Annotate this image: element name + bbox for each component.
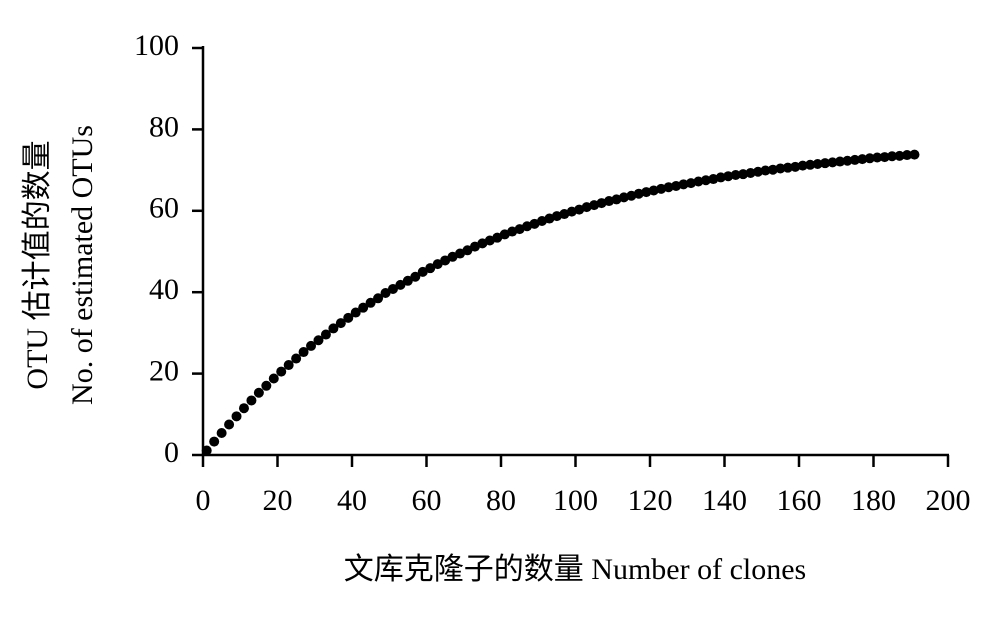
data-point — [753, 166, 764, 177]
x-tick-label: 100 — [553, 484, 598, 517]
x-tick-label: 120 — [628, 484, 673, 517]
data-point — [358, 302, 369, 313]
data-point — [872, 152, 883, 163]
data-point — [857, 154, 868, 165]
x-tick-label: 40 — [337, 484, 367, 517]
data-point — [313, 335, 324, 346]
data-point — [782, 162, 793, 173]
data-point — [797, 160, 808, 171]
data-point — [231, 411, 242, 422]
y-tick-label: 100 — [134, 29, 179, 62]
x-tick-label: 0 — [196, 484, 211, 517]
data-point — [238, 403, 249, 414]
data-point — [685, 178, 696, 189]
x-tick-label: 160 — [777, 484, 822, 517]
data-point — [864, 153, 875, 164]
data-point — [604, 196, 615, 207]
data-point — [224, 419, 235, 430]
data-point — [820, 158, 831, 169]
data-point — [849, 154, 860, 165]
y-tick-label: 60 — [149, 192, 179, 225]
y-tick-label: 0 — [164, 436, 179, 469]
data-point — [253, 387, 264, 398]
data-point — [656, 183, 667, 194]
x-axis-label: 文库克隆子的数量 Number of clones — [344, 553, 806, 586]
data-point — [730, 169, 741, 180]
data-point — [462, 245, 473, 256]
data-point — [276, 366, 287, 377]
x-tick-label: 140 — [702, 484, 747, 517]
data-point — [663, 182, 674, 193]
data-point — [902, 150, 913, 161]
data-point — [365, 297, 376, 308]
data-point — [827, 157, 838, 168]
data-point — [387, 283, 398, 294]
x-tick-label: 20 — [263, 484, 293, 517]
data-point — [887, 151, 898, 162]
data-point — [395, 279, 406, 290]
data-point — [335, 318, 346, 329]
data-point — [201, 445, 212, 456]
data-point — [834, 156, 845, 167]
data-point — [209, 436, 220, 447]
x-tick-label: 80 — [486, 484, 516, 517]
data-point — [760, 165, 771, 176]
data-point — [320, 329, 331, 340]
data-point — [723, 171, 734, 182]
data-point — [775, 163, 786, 174]
data-point — [283, 360, 294, 371]
data-point — [328, 323, 339, 334]
data-point — [693, 176, 704, 187]
data-point — [343, 312, 354, 323]
y-tick-label: 20 — [149, 354, 179, 387]
data-point — [291, 353, 302, 364]
data-point — [618, 192, 629, 203]
data-point — [648, 185, 659, 196]
data-point — [700, 175, 711, 186]
data-point — [678, 179, 689, 190]
y-axis-label: No. of estimated OTUs — [66, 125, 99, 405]
data-point — [738, 169, 749, 180]
data-point — [708, 174, 719, 185]
data-point — [306, 340, 317, 351]
data-point — [715, 172, 726, 183]
data-point — [432, 259, 443, 270]
data-point — [745, 167, 756, 178]
data-point — [402, 275, 413, 286]
x-tick-label: 180 — [851, 484, 896, 517]
x-tick-label: 200 — [926, 484, 971, 517]
y-tick-label: 40 — [149, 273, 179, 306]
data-point — [350, 307, 361, 318]
data-point — [216, 428, 227, 439]
data-point — [261, 380, 272, 391]
data-point — [909, 149, 920, 160]
data-point — [440, 255, 451, 266]
data-point — [268, 373, 279, 384]
data-point — [767, 164, 778, 175]
data-point — [380, 288, 391, 299]
data-point — [633, 188, 644, 199]
data-point — [842, 155, 853, 166]
data-point — [641, 187, 652, 198]
data-point — [805, 159, 816, 170]
y-tick-label: 80 — [149, 110, 179, 143]
data-point — [894, 150, 905, 161]
data-point — [373, 293, 384, 304]
data-point — [425, 263, 436, 274]
x-tick-label: 60 — [412, 484, 442, 517]
data-point — [298, 347, 309, 358]
data-point — [246, 395, 257, 406]
data-point — [492, 232, 503, 243]
data-point — [469, 241, 480, 252]
data-point — [790, 161, 801, 172]
data-point — [671, 180, 682, 191]
data-point — [879, 152, 890, 163]
data-point — [417, 266, 428, 277]
data-point — [410, 271, 421, 282]
y-axis-label: OTU 估计值的数量 — [21, 140, 54, 389]
data-point — [455, 248, 466, 259]
data-point — [812, 158, 823, 169]
data-point — [447, 251, 458, 262]
